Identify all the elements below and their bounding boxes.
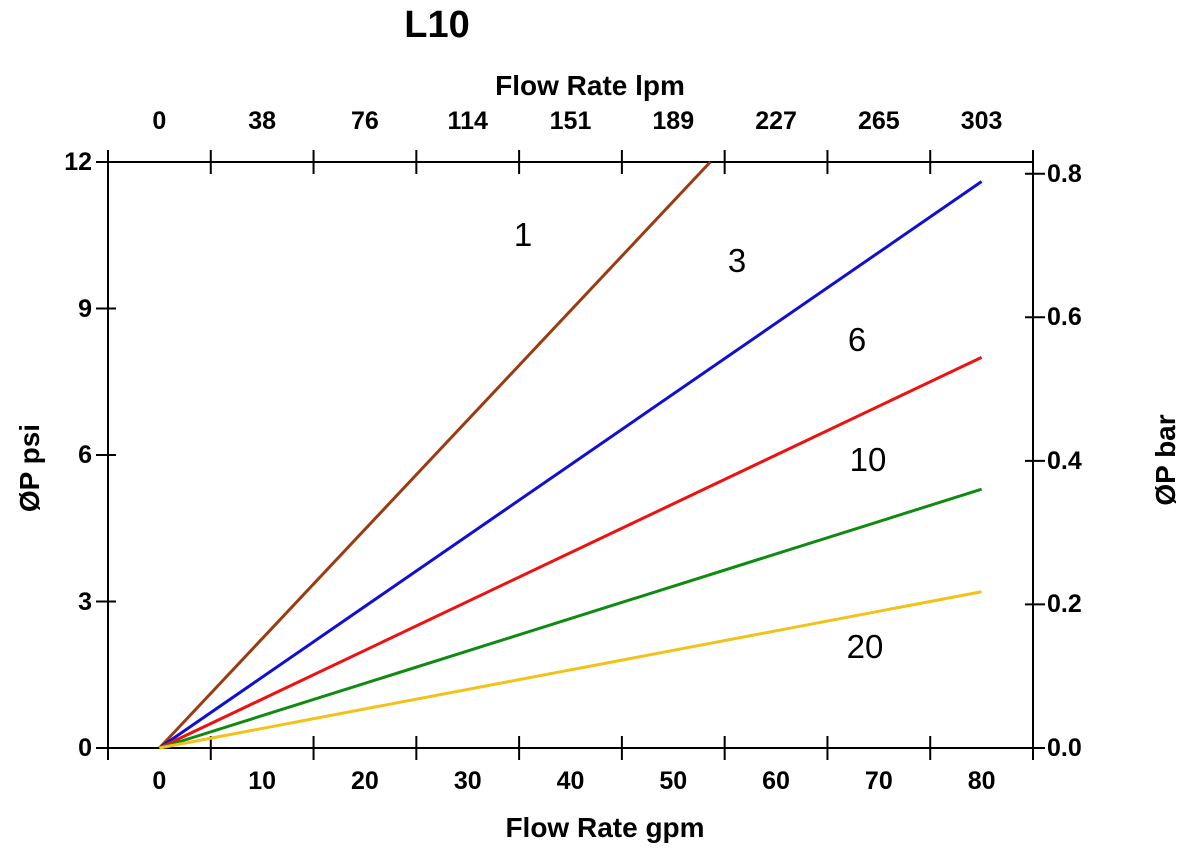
- bottom-tick-label: 60: [762, 767, 790, 795]
- top-tick-label: 303: [960, 107, 1003, 135]
- top-tick-label: 227: [755, 107, 797, 135]
- right-tick-label: 0.8: [1047, 159, 1082, 188]
- top-tick-label: 265: [857, 107, 900, 135]
- x-axis-bottom-label: Flow Rate gpm: [505, 812, 705, 843]
- bottom-tick-label: 80: [967, 767, 996, 795]
- curve-label-10: 10: [849, 441, 887, 478]
- left-tick-label: 0: [78, 734, 92, 762]
- bottom-tick-label: 20: [351, 767, 379, 795]
- x-axis-top-label: Flow Rate lpm: [495, 70, 685, 101]
- top-tick-label: 189: [652, 107, 695, 135]
- chart-title: L10: [404, 4, 470, 46]
- curve-label-3: 3: [727, 242, 747, 279]
- top-tick-label: 0: [152, 107, 167, 135]
- series-line-10: [158, 487, 983, 750]
- bottom-tick-label: 40: [556, 767, 585, 795]
- left-tick-label: 9: [78, 294, 92, 323]
- series-line-1: [158, 160, 712, 750]
- top-tick-label: 38: [248, 107, 277, 135]
- series-line-3: [158, 180, 983, 750]
- left-tick-label: 12: [64, 148, 92, 176]
- bottom-tick-label: 70: [864, 767, 893, 795]
- series-line-20: [159, 590, 982, 750]
- curve-label-1: 1: [513, 216, 533, 253]
- left-tick-label: 6: [78, 441, 92, 469]
- top-tick-label: 151: [549, 107, 592, 135]
- right-tick-label: 0.0: [1047, 734, 1082, 762]
- curve-label-20: 20: [846, 628, 884, 665]
- curve-label-6: 6: [847, 321, 867, 358]
- right-tick-label: 0.2: [1047, 590, 1082, 619]
- bottom-tick-label: 30: [453, 767, 482, 795]
- left-tick-label: 3: [78, 587, 92, 616]
- series-line-6: [158, 355, 983, 750]
- top-tick-label: 114: [447, 107, 488, 135]
- top-tick-label: 76: [351, 107, 379, 135]
- right-tick-label: 0.6: [1047, 303, 1082, 332]
- bottom-tick-label: 50: [659, 767, 688, 795]
- bottom-tick-label: 10: [248, 767, 277, 795]
- bottom-tick-label: 0: [152, 767, 167, 795]
- right-tick-label: 0.4: [1047, 446, 1082, 475]
- plot-box: [107, 161, 1034, 749]
